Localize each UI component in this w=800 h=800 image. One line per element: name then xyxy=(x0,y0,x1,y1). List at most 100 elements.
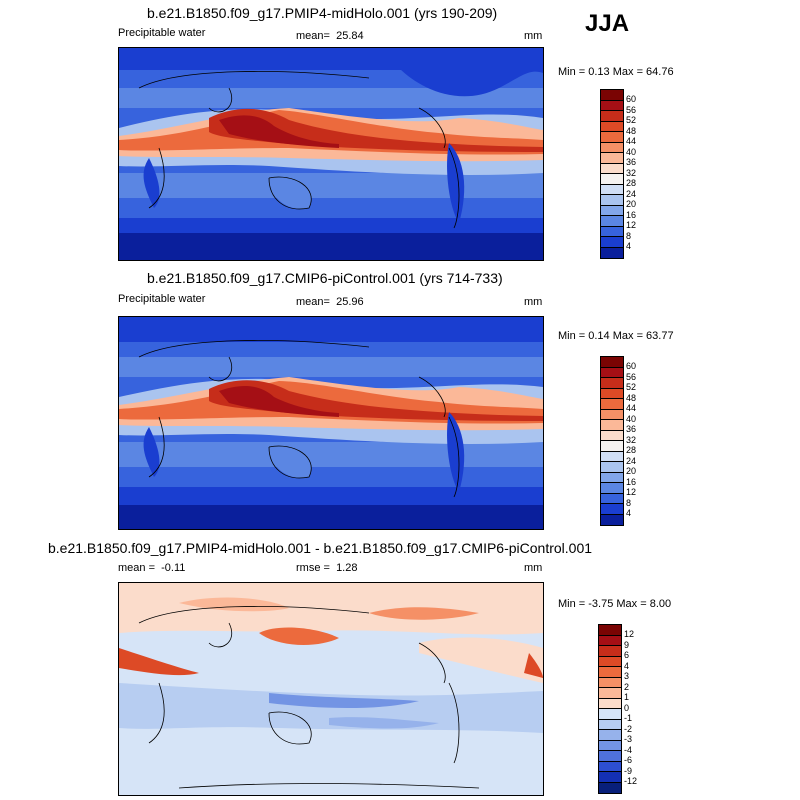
colorbar-label: -6 xyxy=(624,755,633,765)
panel3-colorbar-swatch xyxy=(599,719,621,730)
panel1-colorbar-swatch xyxy=(601,163,623,174)
colorbar-label: 32 xyxy=(626,167,637,178)
panel3-colorbar-labels: 12 9 6 4 3 2 1 0 -1 -2 -3 -4 -6 -9 -12 xyxy=(624,624,654,792)
season-label: JJA xyxy=(585,10,630,37)
colorbar-label: -4 xyxy=(624,744,633,755)
panel2-units: mm xyxy=(524,296,543,308)
panel3-colorbar-swatch xyxy=(599,688,621,699)
panel2-colorbar-swatch xyxy=(601,399,623,410)
colorbar-label: 20 xyxy=(626,466,637,476)
panel1-mean: mean= 25.84 xyxy=(296,30,364,42)
panel1-colorbar-swatch xyxy=(601,100,623,111)
panel1-colorbar-swatch xyxy=(601,237,623,248)
panel2-colorbar-swatch xyxy=(601,514,623,525)
panel1-units: mm xyxy=(524,30,543,42)
colorbar-label: -9 xyxy=(624,765,633,776)
colorbar-label: 2 xyxy=(624,681,630,692)
panel2-colorbar-swatch xyxy=(601,483,623,494)
colorbar-label: 8 xyxy=(626,230,632,241)
panel3-colorbar-swatch xyxy=(599,730,621,741)
colorbar-label: 60 xyxy=(626,94,637,104)
panel1-colorbar xyxy=(600,89,624,259)
panel2-variable: Precipitable water xyxy=(118,293,206,305)
panel3-colorbar-swatch xyxy=(599,772,621,783)
panel2-colorbar xyxy=(600,356,624,526)
panel2-mean: mean= 25.96 xyxy=(296,296,364,308)
colorbar-label: 40 xyxy=(626,413,637,424)
panel1-colorbar-swatch xyxy=(601,132,623,143)
panel3-rmse: rmse = 1.28 xyxy=(296,562,357,574)
panel3-rmse-label: rmse = xyxy=(296,562,330,574)
panel3-colorbar-swatch xyxy=(599,751,621,762)
panel2-colorbar-swatch xyxy=(601,472,623,483)
colorbar-label: -1 xyxy=(624,713,633,723)
panel3-map xyxy=(118,582,544,796)
panel2-title: b.e21.B1850.f09_g17.CMIP6-piControl.001 … xyxy=(147,270,503,286)
colorbar-label: 0 xyxy=(624,702,630,713)
panel3-colorbar-swatch xyxy=(599,625,621,636)
panel2-colorbar-swatch xyxy=(601,357,623,368)
colorbar-label: 44 xyxy=(626,136,637,146)
colorbar-label: 6 xyxy=(624,650,630,660)
colorbar-label: 48 xyxy=(626,125,637,136)
panel1-minmax: Min = 0.13 Max = 64.76 xyxy=(558,66,674,78)
colorbar-label: 28 xyxy=(626,445,637,455)
panel1-colorbar-swatch xyxy=(601,121,623,132)
colorbar-label: 16 xyxy=(626,209,637,220)
colorbar-label: 24 xyxy=(626,188,637,199)
colorbar-label: 24 xyxy=(626,455,637,466)
panel1-colorbar-swatch xyxy=(601,153,623,164)
colorbar-label: 20 xyxy=(626,199,637,209)
colorbar-label: 1 xyxy=(624,692,630,702)
panel3-colorbar-swatch xyxy=(599,761,621,772)
panel1-colorbar-swatch xyxy=(601,142,623,153)
panel3-colorbar-swatch xyxy=(599,656,621,667)
panel1-colorbar-swatch xyxy=(601,226,623,237)
colorbar-label: 12 xyxy=(626,487,637,497)
colorbar-label: 56 xyxy=(626,104,637,115)
colorbar-label: 4 xyxy=(626,241,632,251)
panel3-mean-value: -0.11 xyxy=(161,562,186,574)
panel3-colorbar-swatch xyxy=(599,740,621,751)
colorbar-label: 4 xyxy=(624,660,630,671)
panel1-colorbar-swatch xyxy=(601,195,623,206)
panel2-mean-label: mean= xyxy=(296,296,330,308)
panel3-units: mm xyxy=(524,562,543,574)
colorbar-label: 48 xyxy=(626,392,637,403)
panel3-colorbar-swatch xyxy=(599,667,621,678)
panel3-mean-label: mean = xyxy=(118,562,155,574)
colorbar-label: 4 xyxy=(626,508,632,518)
panel2-colorbar-swatch xyxy=(601,409,623,420)
colorbar-label: 9 xyxy=(624,639,630,650)
colorbar-label: 16 xyxy=(626,476,637,487)
panel3-colorbar-swatch xyxy=(599,782,621,793)
panel2-colorbar-swatch xyxy=(601,504,623,515)
colorbar-label: 36 xyxy=(626,424,637,434)
panel3-rmse-value: 1.28 xyxy=(336,562,358,574)
colorbar-label: -2 xyxy=(624,723,633,734)
colorbar-label: 12 xyxy=(626,220,637,230)
colorbar-label: 44 xyxy=(626,403,637,413)
panel1-colorbar-swatch xyxy=(601,174,623,185)
colorbar-label: 28 xyxy=(626,178,637,188)
colorbar-label: -12 xyxy=(624,776,638,786)
panel3-colorbar-swatch xyxy=(599,709,621,720)
panel2-colorbar-labels: 60 56 52 48 44 40 36 32 28 24 20 16 12 8… xyxy=(626,356,656,524)
panel2-colorbar-swatch xyxy=(601,378,623,389)
panel1-colorbar-labels: 60 56 52 48 44 40 36 32 28 24 20 16 12 8… xyxy=(626,89,656,257)
colorbar-label: 60 xyxy=(626,361,637,371)
panel2-colorbar-swatch xyxy=(601,367,623,378)
panel2-colorbar-swatch xyxy=(601,451,623,462)
colorbar-label: 32 xyxy=(626,434,637,445)
panel2-mean-value: 25.96 xyxy=(336,296,364,308)
panel2-colorbar-swatch xyxy=(601,388,623,399)
panel1-colorbar-swatch xyxy=(601,184,623,195)
panel2-map xyxy=(118,316,544,530)
panel1-colorbar-swatch xyxy=(601,247,623,258)
panel1-mean-label: mean= xyxy=(296,30,330,42)
panel3-minmax: Min = -3.75 Max = 8.00 xyxy=(558,598,672,610)
panel3-mean: mean = -0.11 xyxy=(118,562,185,574)
panel1-colorbar-swatch xyxy=(601,216,623,227)
panel1-colorbar-swatch xyxy=(601,205,623,216)
colorbar-label: -3 xyxy=(624,734,633,744)
